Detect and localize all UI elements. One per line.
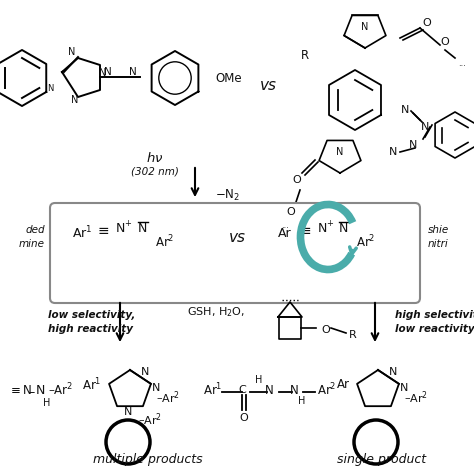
Text: R: R [301,48,309,62]
Text: N: N [290,383,298,396]
Text: N: N [104,67,112,77]
Text: N: N [129,67,137,77]
Text: R: R [349,330,357,340]
Text: N: N [71,95,79,105]
Text: N: N [421,122,429,132]
Text: H: H [298,396,306,406]
Text: +: + [327,219,333,228]
Text: N: N [317,221,327,235]
FancyBboxPatch shape [50,203,420,303]
Text: Ar$^1$: Ar$^1$ [202,382,222,398]
Text: ...: ... [458,58,466,67]
Text: Ar$^2$: Ar$^2$ [317,382,337,398]
Text: O: O [292,175,301,185]
Text: N: N [401,105,409,115]
Text: vs: vs [228,229,246,245]
Text: N: N [264,383,273,396]
Text: Ar$^1$: Ar$^1$ [72,225,92,241]
Text: low selectivity,
high reactivity: low selectivity, high reactivity [48,310,136,334]
Text: N: N [36,383,46,396]
Text: H: H [255,375,263,385]
Text: N: N [409,140,417,150]
Text: O: O [240,413,248,423]
Text: ...: ... [281,220,289,229]
Text: vs: vs [259,78,276,92]
Text: high selectivity,
low reactivity: high selectivity, low reactivity [395,310,474,334]
Text: N: N [400,383,408,393]
Text: Ar: Ar [278,227,292,239]
Text: H: H [43,398,50,408]
Text: (302 nm): (302 nm) [131,167,179,177]
Text: ded
mine: ded mine [19,226,45,248]
Text: $-\mathrm{N}_2$: $-\mathrm{N}_2$ [215,187,240,202]
Text: –Ar$^2$: –Ar$^2$ [404,390,428,406]
Text: Ar$^1$: Ar$^1$ [82,377,102,393]
Text: C: C [238,385,246,395]
Text: ≡: ≡ [97,224,109,238]
Text: shie
nitri: shie nitri [428,226,449,248]
Text: –: – [28,386,34,400]
Text: O: O [441,37,449,47]
Text: ≡: ≡ [299,224,311,238]
Text: single product: single product [337,454,427,466]
Text: N: N [141,367,149,377]
Text: multiple products: multiple products [93,454,203,466]
Text: $h\nu$: $h\nu$ [146,151,164,165]
Text: O: O [287,207,295,217]
Text: N: N [100,68,107,78]
Text: Ar: Ar [337,379,349,392]
Text: OMe: OMe [215,72,242,84]
Text: N: N [152,383,160,393]
Text: N: N [115,221,125,235]
Text: N: N [389,147,397,157]
Text: O: O [423,18,431,28]
Text: GSH, H$_2$O,: GSH, H$_2$O, [187,305,245,319]
Text: N: N [124,407,132,417]
Text: –Ar$^2$: –Ar$^2$ [156,390,180,406]
Text: +: + [125,219,131,228]
Text: –Ar$^2$: –Ar$^2$ [48,382,73,398]
Text: N: N [338,221,348,235]
Text: N: N [389,367,397,377]
Text: N: N [361,22,369,32]
Text: N: N [137,221,146,235]
Text: O: O [321,325,330,335]
Text: N: N [337,147,344,157]
Text: Ar$^2$: Ar$^2$ [155,234,174,250]
Text: –Ar$^2$: –Ar$^2$ [138,412,162,428]
Text: N: N [68,47,76,57]
Text: $\equiv$N: $\equiv$N [8,383,32,396]
Text: N: N [47,83,53,92]
Text: Ar$^2$: Ar$^2$ [356,234,375,250]
